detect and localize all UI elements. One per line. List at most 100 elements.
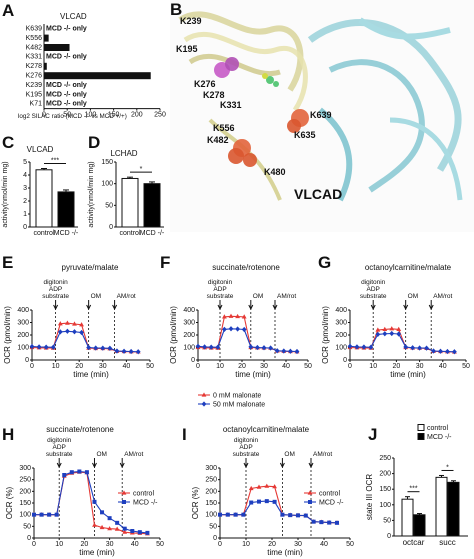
data-point	[308, 500, 312, 504]
y-tick-label: 0	[213, 535, 217, 542]
data-point	[354, 344, 360, 350]
bar	[401, 498, 414, 537]
data-point	[296, 513, 300, 518]
data-point	[135, 349, 141, 355]
y-tick-label: 250	[19, 477, 31, 484]
data-point	[201, 401, 207, 407]
data-point	[72, 321, 77, 326]
chart-f-plot: 0 100 200 300 400 0 10 20 30 40 50 time (min) OCR (p…	[169, 279, 312, 409]
data-point	[99, 524, 105, 530]
x-tick-label: 50	[304, 363, 312, 370]
y-tick-label: 100	[19, 512, 31, 519]
data-point	[100, 345, 106, 351]
panel-label-d: D	[88, 133, 100, 152]
x-tick-label: 30	[106, 541, 114, 548]
x-tick-label: 100	[85, 112, 97, 119]
data-point	[368, 344, 374, 350]
injection-arrowhead	[53, 304, 59, 311]
data-point	[452, 349, 457, 355]
panel-label-i: I	[182, 425, 187, 444]
x-tick-label: 250	[154, 112, 166, 119]
x-tick-label: 10	[216, 363, 224, 370]
injection-label: AM/rot	[433, 293, 452, 300]
series-line	[31, 330, 139, 353]
data-point	[201, 392, 207, 397]
y-tick-label: 50	[209, 523, 217, 530]
injection-label: digitonin	[47, 437, 72, 444]
x-tick-label: 50	[346, 541, 354, 548]
x-tick-label: 20	[75, 363, 83, 370]
panel-f: F succinate/rotenone 0 100 200 300 400 0 10 20 3…	[160, 253, 312, 409]
y-tick-label: 0	[23, 224, 27, 231]
data-point	[272, 484, 277, 489]
data-point	[241, 512, 246, 517]
data-point	[93, 345, 99, 351]
chart-a-plot: K639 MCD -/- only K556 K482 K331 MCD -/- only…	[26, 24, 166, 119]
bar	[44, 72, 151, 80]
data-point	[72, 329, 77, 335]
x-tick-label: 40	[131, 541, 139, 548]
data-point	[100, 510, 105, 515]
injection-arrowhead	[428, 304, 434, 311]
category-label: succ	[439, 538, 455, 547]
structure-title: VLCAD	[294, 186, 343, 202]
x-tick-label: 0	[30, 363, 34, 370]
x-tick-label: 10	[242, 541, 250, 548]
y-tick-label: 100	[183, 345, 195, 352]
injection-label: digitonin	[43, 279, 68, 286]
y-tick-label: 4	[23, 172, 27, 179]
bar	[143, 183, 161, 228]
x-axis-label: time (min)	[390, 370, 426, 379]
bar-note: MCD -/- only	[46, 82, 87, 89]
injection-arrowhead	[308, 462, 314, 469]
data-point	[122, 529, 128, 534]
data-point	[208, 344, 214, 350]
data-point	[222, 326, 227, 332]
injection-label: digitonin	[208, 279, 233, 286]
chart-j-plot: 0 50 100 150 200 250 state III OCR octcar *** suc…	[365, 424, 468, 547]
data-point	[130, 529, 135, 533]
data-point	[57, 321, 63, 326]
residue-label: K195	[176, 44, 198, 54]
category-label: K239	[26, 82, 42, 89]
significance-label: ***	[51, 158, 59, 165]
injection-label: AM/rot	[313, 451, 332, 458]
series-line	[34, 471, 148, 535]
data-point	[249, 500, 254, 505]
x-tick-label: 10	[55, 541, 63, 548]
data-point	[256, 484, 262, 489]
legend-label: 50 mM malonate	[213, 402, 265, 409]
x-tick-label: 0	[196, 363, 200, 370]
y-tick-label: 300	[183, 320, 195, 327]
data-point	[396, 326, 402, 331]
y-tick-label: 150	[19, 500, 31, 507]
injection-label: digitonin	[234, 437, 259, 444]
y-axis-label: activity(nmol/min mg)	[88, 161, 95, 227]
data-point	[228, 313, 234, 318]
data-point	[86, 344, 92, 351]
data-point	[84, 470, 89, 475]
data-point	[57, 329, 63, 335]
y-tick-label: 250	[379, 455, 391, 462]
x-tick-label: 50	[63, 112, 71, 119]
significance-label: *	[140, 166, 143, 173]
data-point	[121, 490, 127, 495]
ribbon-drawing	[178, 11, 463, 202]
data-point	[288, 513, 293, 518]
x-tick-label: 30	[99, 363, 107, 370]
injection-label: ADP	[49, 286, 62, 293]
series-line	[220, 500, 338, 524]
y-axis-label: OCR (%)	[5, 486, 14, 519]
data-point	[122, 526, 127, 531]
y-tick-label: 400	[183, 307, 195, 314]
significance-label: *	[446, 464, 449, 471]
data-point	[92, 499, 97, 504]
bar-note: MCD -/- only	[46, 26, 87, 33]
data-point	[445, 348, 450, 355]
injection-arrowhead	[119, 462, 125, 469]
data-point	[145, 530, 150, 535]
chart-c-title: VLCAD	[27, 145, 54, 154]
injection-label: ADP	[53, 444, 66, 451]
panel-i: I octanoylcarnitine/malate 0501001502002…	[182, 425, 354, 557]
x-tick-label: 30	[294, 541, 302, 548]
